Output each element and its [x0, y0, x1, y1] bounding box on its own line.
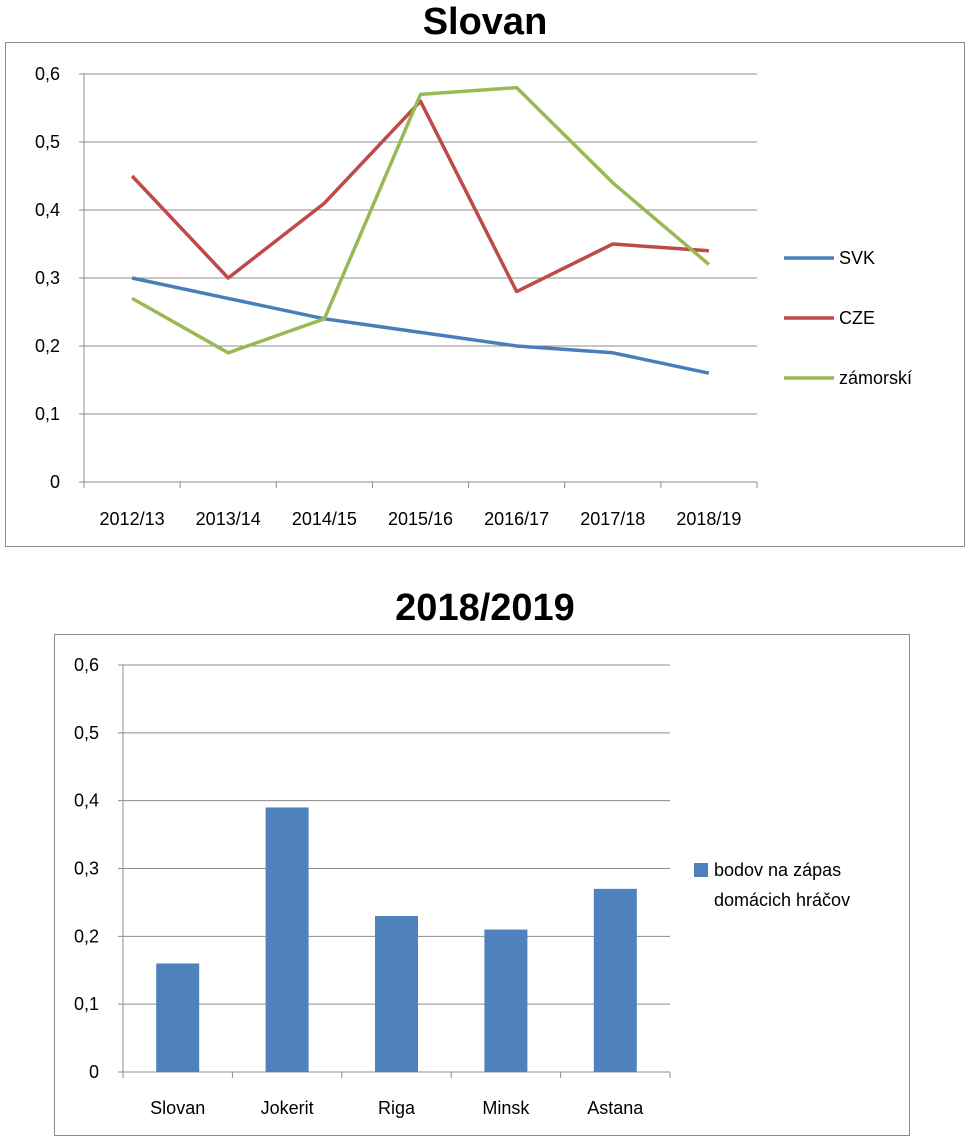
line-chart-x-tick-label: 2017/18 [580, 509, 645, 529]
bar-chart-y-tick-label: 0,6 [74, 655, 99, 675]
line-chart-x-tick-label: 2013/14 [196, 509, 261, 529]
line-chart-frame [5, 42, 965, 547]
bar-5 [593, 888, 637, 1072]
bar-4 [484, 929, 528, 1072]
bar-legend-swatch [694, 863, 708, 877]
line-chart-y-tick-label: 0,5 [35, 132, 60, 152]
bar-3 [375, 915, 418, 1072]
bar-chart-y-tick-label: 0,1 [74, 994, 99, 1014]
line-series-1 [131, 276, 710, 375]
bar-chart-x-tick-label: Minsk [482, 1098, 530, 1118]
line-chart-y-tick-label: 0,4 [35, 200, 60, 220]
line-legend-label-2: CZE [839, 308, 875, 328]
bar-legend-label-line-2: domácich hráčov [714, 890, 850, 910]
line-chart-x-tick-label: 2018/19 [676, 509, 741, 529]
bar-chart-y-tick-label: 0,5 [74, 723, 99, 743]
bar-2 [265, 807, 309, 1072]
bar-chart-x-tick-label: Slovan [150, 1098, 205, 1118]
line-chart-x-tick-label: 2012/13 [100, 509, 165, 529]
line-legend-label-3: zámorskí [839, 368, 912, 388]
bar-chart-y-tick-label: 0,2 [74, 926, 99, 946]
line-chart-y-tick-label: 0,3 [35, 268, 60, 288]
line-chart-y-tick-label: 0,6 [35, 64, 60, 84]
line-series-2 [130, 99, 710, 294]
bar-chart-y-tick-label: 0 [89, 1062, 99, 1082]
bar-1 [156, 963, 200, 1072]
line-chart-y-tick-label: 0,1 [35, 404, 60, 424]
bar-chart-y-tick-label: 0,3 [74, 859, 99, 879]
line-chart-title: Slovan [422, 1, 548, 43]
line-chart-y-tick-label: 0,2 [35, 336, 60, 356]
line-series-3 [131, 85, 711, 355]
line-chart-x-tick-label: 2014/15 [292, 509, 357, 529]
bar-chart-x-tick-label: Riga [378, 1098, 416, 1118]
bar-legend-label-line-1: bodov na zápas [714, 860, 841, 880]
bar-chart-x-tick-label: Jokerit [261, 1098, 314, 1118]
bar-chart-x-tick-label: Astana [587, 1098, 644, 1118]
line-chart-x-tick-label: 2016/17 [484, 509, 549, 529]
line-chart-x-tick-label: 2015/16 [388, 509, 453, 529]
line-chart-y-tick-label: 0 [50, 472, 60, 492]
bar-chart-y-tick-label: 0,4 [74, 791, 99, 811]
bar-chart-title: 2018/2019 [395, 587, 575, 629]
line-legend-label-1: SVK [839, 248, 875, 268]
